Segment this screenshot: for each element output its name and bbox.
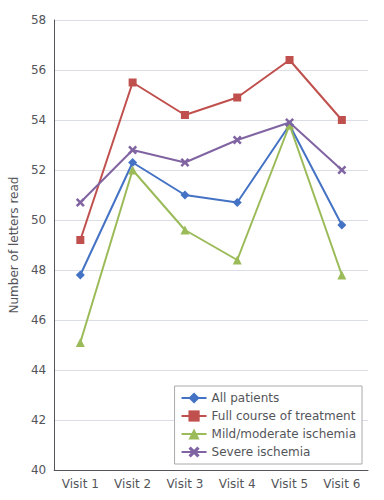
svg-text:50: 50	[31, 213, 46, 227]
svg-text:Mild/moderate ischemia: Mild/moderate ischemia	[212, 427, 356, 441]
svg-text:All patients: All patients	[212, 391, 280, 405]
svg-text:Visit 5: Visit 5	[271, 477, 308, 491]
svg-text:54: 54	[31, 113, 46, 127]
svg-text:Number of letters read: Number of letters read	[7, 177, 21, 314]
svg-text:Severe ischemia: Severe ischemia	[212, 445, 311, 459]
svg-text:Visit 2: Visit 2	[114, 477, 151, 491]
svg-text:40: 40	[31, 463, 46, 477]
svg-text:Visit 4: Visit 4	[219, 477, 256, 491]
svg-text:52: 52	[31, 163, 46, 177]
svg-text:48: 48	[31, 263, 46, 277]
svg-text:Visit 1: Visit 1	[62, 477, 99, 491]
svg-text:Visit 6: Visit 6	[323, 477, 360, 491]
svg-text:46: 46	[31, 313, 46, 327]
svg-text:44: 44	[31, 363, 46, 377]
svg-text:Visit 3: Visit 3	[166, 477, 203, 491]
svg-text:Full course of treatment: Full course of treatment	[212, 409, 356, 423]
svg-text:42: 42	[31, 413, 46, 427]
svg-text:56: 56	[31, 63, 46, 77]
svg-text:58: 58	[31, 13, 46, 27]
